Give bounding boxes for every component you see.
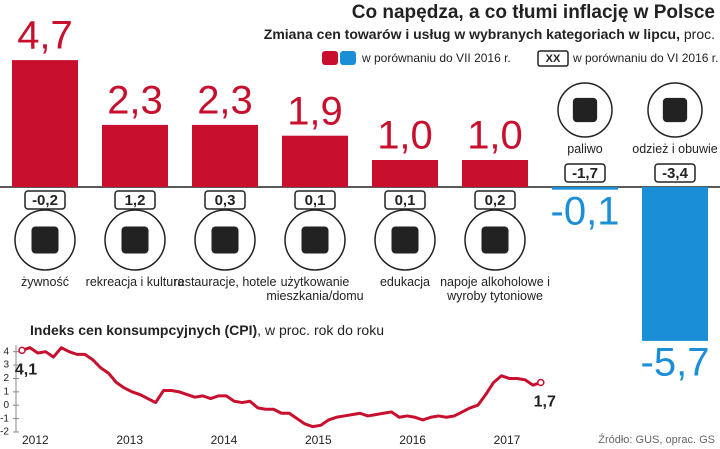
legend-label: w porównaniu do VII 2016 r. <box>361 51 511 65</box>
cpi-subtitle: , w proc. rok do roku <box>257 322 384 338</box>
subtitle: Zmiana cen towarów i usług w wybranych k… <box>264 26 715 42</box>
icon-glyph <box>662 97 688 123</box>
mom-box <box>654 163 696 183</box>
legend-swatch <box>340 51 356 65</box>
bar <box>102 124 168 187</box>
mom-box <box>24 190 66 210</box>
y-tick-label: -2 <box>0 427 9 438</box>
bar <box>192 124 258 187</box>
mom-box <box>564 163 606 183</box>
icon-glyph <box>31 226 59 254</box>
mom-box <box>204 190 246 210</box>
value-label: -0,1 <box>551 189 620 233</box>
value-label: 4,7 <box>17 14 73 58</box>
x-tick-label: 2012 <box>22 433 49 447</box>
x-tick-label: 2013 <box>116 433 143 447</box>
legend-box <box>537 50 569 67</box>
category-label: użytkowanie mieszkania/domu <box>266 275 364 303</box>
legend-swatch <box>322 51 338 65</box>
icon <box>284 209 346 271</box>
mom-box <box>474 190 516 210</box>
mom-label: 0,1 <box>305 192 326 209</box>
subtitle-text: Zmiana cen towarów i usług w wybranych k… <box>264 26 680 42</box>
point <box>18 346 26 355</box>
value-label: 2,3 <box>197 78 253 122</box>
cpi-title: Indeks cen konsumpcyjnych (CPI), w proc.… <box>30 322 384 338</box>
point <box>537 378 545 387</box>
mom-box <box>114 190 156 210</box>
icon-glyph <box>301 226 329 254</box>
x-tick-label: 2015 <box>305 433 332 447</box>
bar <box>282 135 348 187</box>
icon-glyph <box>121 226 149 254</box>
icon <box>557 82 613 138</box>
mom-label: 0,1 <box>395 192 416 209</box>
legend-label: w porównaniu do VI 2016 r. <box>572 51 718 65</box>
y-tick-label: 4 <box>3 346 9 357</box>
category-label: paliwo <box>567 142 603 156</box>
category-label: edukacja <box>379 275 431 289</box>
mom-box <box>294 190 336 210</box>
y-tick-label: -1 <box>0 413 9 424</box>
category-label: restauracje, hotele <box>173 275 277 289</box>
icon-glyph <box>391 226 419 254</box>
y-tick-label: 1 <box>3 386 9 397</box>
chart-title: Co napędza, a co tłumi inflację w Polsce <box>352 2 715 23</box>
x-tick-label: 2017 <box>494 433 521 447</box>
mom-label: 0,3 <box>215 192 236 209</box>
y-tick-label: 2 <box>3 373 9 384</box>
x-tick-label: 2014 <box>211 433 238 447</box>
icon <box>14 209 76 271</box>
value-label: 2,3 <box>107 78 163 122</box>
category-label: napoje alkoholowe i wyroby tytoniowe <box>440 275 550 303</box>
mom-label: -0,2 <box>32 192 58 209</box>
category-label: rekreacja i kultura <box>85 275 185 289</box>
value-label: -5,7 <box>641 340 710 384</box>
bar <box>12 60 78 187</box>
unit: proc. <box>684 26 715 42</box>
source: Źródło: GUS, oprac. GS <box>598 433 715 446</box>
bar <box>642 187 708 341</box>
data-label: 1,7 <box>534 394 556 411</box>
mom-box <box>384 190 426 210</box>
icon <box>464 209 526 271</box>
value-label: 1,9 <box>287 89 343 133</box>
data-label: 4,1 <box>15 362 37 379</box>
bar <box>552 187 618 190</box>
icon <box>647 82 703 138</box>
mom-label: 1,2 <box>125 192 146 209</box>
value-label: 1,0 <box>467 114 523 158</box>
category-label: odzież i obuwie <box>632 142 718 156</box>
x-tick-label: 2016 <box>399 433 426 447</box>
icon <box>374 209 436 271</box>
icon-glyph <box>211 226 239 254</box>
icon-glyph <box>481 226 509 254</box>
mom-label: -1,7 <box>572 165 598 182</box>
y-tick-label: 0 <box>3 400 9 411</box>
mom-label: 0,2 <box>485 192 506 209</box>
mom-label: -3,4 <box>662 165 689 182</box>
icon <box>104 209 166 271</box>
icon-glyph <box>572 97 598 123</box>
bar <box>372 160 438 187</box>
bar <box>462 160 528 187</box>
legend-marker: XX <box>546 53 561 65</box>
icon <box>194 209 256 271</box>
category-label: żywność <box>21 275 69 289</box>
y-tick-label: 3 <box>3 360 9 371</box>
value-label: 1,0 <box>377 114 433 158</box>
line <box>21 346 542 429</box>
cpi-title-text: Indeks cen konsumpcyjnych (CPI) <box>30 322 257 338</box>
